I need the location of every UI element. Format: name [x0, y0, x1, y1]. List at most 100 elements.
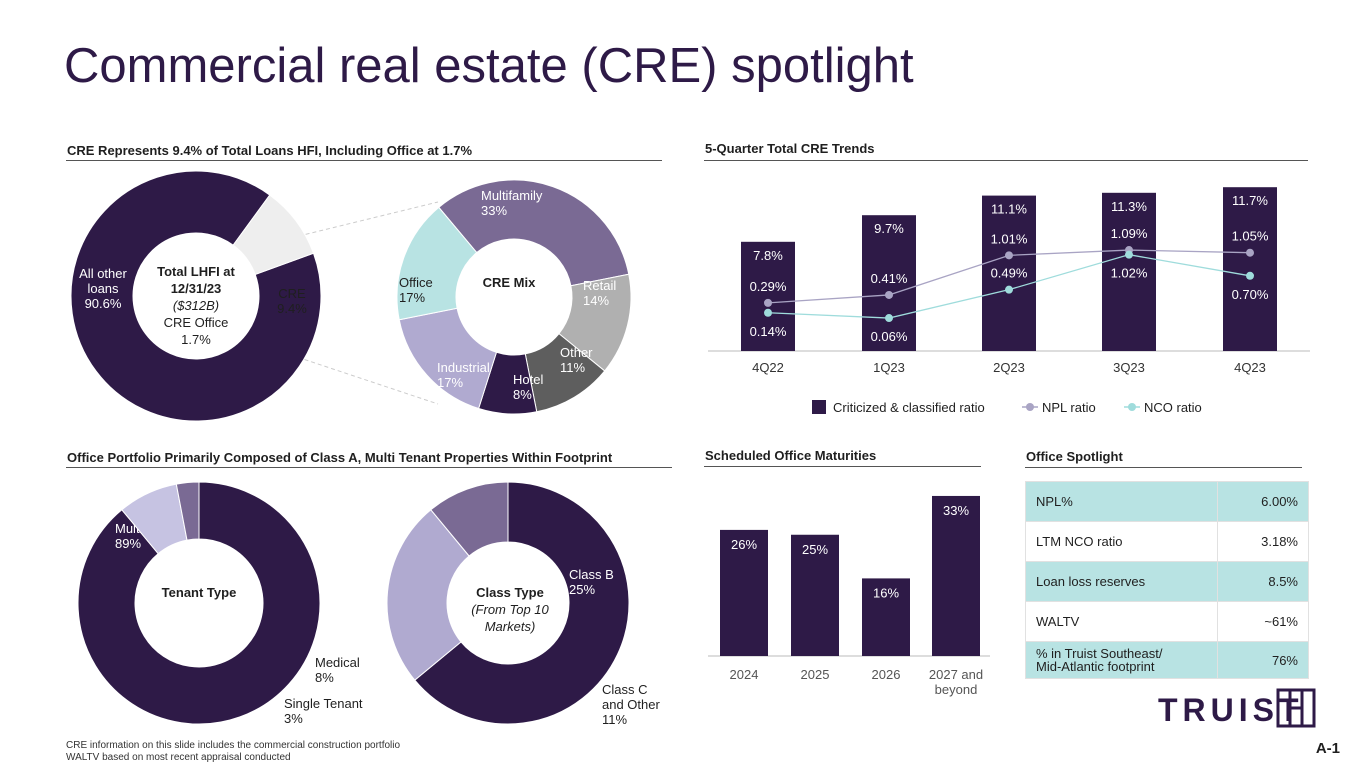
trends-point-label-2-4Q22: 0.14%	[750, 324, 787, 339]
spotlight-label: LTM NCO ratio	[1025, 521, 1218, 562]
trends-point-label-1-4Q22: 0.29%	[750, 279, 787, 294]
total-loans-label-all-other-loans: All other loans 90.6%	[79, 266, 127, 311]
trends-bar-label-1Q23: 9.7%	[874, 221, 904, 236]
section-title-spotlight: Office Spotlight	[1026, 449, 1123, 464]
footnote-1: CRE information on this slide includes t…	[66, 740, 401, 751]
cre-mix-label-retail: Retail 14%	[583, 278, 616, 308]
section-divider	[704, 160, 1308, 161]
class-type-slice-class-c-and-other	[430, 481, 509, 557]
tenant-type-slice-multi-tenant	[77, 481, 321, 725]
legend-swatch-dot-2	[1128, 403, 1136, 411]
cre-mix-label-other: Other 11%	[560, 345, 593, 375]
trends-bar-4Q23	[1223, 187, 1277, 351]
section-title-maturities: Scheduled Office Maturities	[705, 448, 877, 463]
total-loans-label-cre: CRE 9.4%	[277, 286, 307, 316]
maturities-bar-0	[720, 529, 768, 656]
maturities-bar-label-1: 25%	[802, 542, 828, 557]
truist-mark-icon	[1276, 688, 1316, 728]
maturities-x-tick-0: 2024	[730, 667, 759, 682]
maturities-bar-1	[791, 534, 839, 656]
trends-point-label-2-2Q23: 0.49%	[991, 266, 1028, 281]
cre-mix-center-label: CRE Mix	[483, 275, 537, 290]
tenant-type-label-medical: Medical 8%	[315, 655, 360, 685]
trends-point-label-1-1Q23: 0.41%	[871, 271, 908, 286]
cre-mix-slice-industrial	[398, 307, 498, 410]
spotlight-label: Loan loss reserves	[1025, 561, 1218, 602]
total-loans-center-label: Total LHFI at 12/31/23 ($312B) CRE Office 1.…	[157, 264, 235, 347]
tenant-type-slice-single-tenant	[175, 481, 200, 541]
spotlight-value: 76%	[1217, 641, 1309, 679]
cre-mix-label-multifamily: Multifamily 33%	[481, 188, 543, 218]
section-divider	[66, 160, 662, 161]
maturities-bar-label-3: 33%	[943, 503, 969, 518]
office-spotlight-table: NPL% 6.00% LTM NCO ratio 3.18% Loan loss res…	[1025, 481, 1309, 679]
section-title-loans-mix: CRE Represents 9.4% of Total Loans HFI, …	[67, 143, 472, 158]
trends-bar-2Q23	[982, 195, 1036, 351]
trends-point-2-4Q23	[1246, 271, 1254, 280]
trends-point-label-1-4Q23: 1.05%	[1232, 229, 1269, 244]
tenant-type-center-label: Tenant Type	[162, 585, 237, 600]
maturities-x-tick-3: 2027 and beyond	[929, 667, 983, 697]
legend-label-1: NPL ratio	[1042, 400, 1096, 415]
trends-point-2-1Q23	[885, 314, 893, 323]
trends-bar-label-4Q23: 11.7%	[1232, 193, 1268, 208]
cre-mix-slice-multifamily	[438, 179, 630, 287]
section-title-office-portfolio: Office Portfolio Primarily Composed of C…	[67, 450, 613, 465]
trends-point-label-2-4Q23: 0.70%	[1232, 287, 1269, 302]
spotlight-label: % in Truist Southeast/Mid-Atlantic footp…	[1025, 641, 1218, 679]
spotlight-row: Loan loss reserves 8.5%	[1025, 561, 1309, 602]
spotlight-value: 8.5%	[1217, 561, 1309, 602]
spotlight-label: NPL%	[1025, 481, 1218, 522]
trends-point-label-1-3Q23: 1.09%	[1111, 226, 1148, 241]
legend-label-0: Criticized & classified ratio	[833, 400, 985, 415]
class-type-center-label: Class Type (From Top 10 Markets)	[471, 585, 549, 634]
total-loans-slice-all-other-loans	[70, 170, 322, 422]
trends-point-2-4Q22	[764, 308, 772, 317]
trends-x-tick-3Q23: 3Q23	[1113, 360, 1145, 375]
trends-bar-label-4Q22: 7.8%	[753, 248, 783, 263]
maturities-bar-2	[862, 578, 910, 656]
maturities-bar-3	[932, 495, 980, 656]
section-title-trends: 5-Quarter Total CRE Trends	[705, 141, 875, 156]
spotlight-row: NPL% 6.00%	[1025, 481, 1309, 522]
cre-mix-label-office: Office 17%	[399, 275, 433, 305]
spotlight-row: LTM NCO ratio 3.18%	[1025, 521, 1309, 562]
class-type-slice-class-b	[386, 509, 470, 681]
cre-mix-label-hotel: Hotel 8%	[513, 372, 543, 402]
section-divider	[66, 467, 672, 468]
class-type-label-class-b: Class B 25%	[569, 567, 614, 597]
trends-point-label-1-2Q23: 1.01%	[991, 231, 1028, 246]
spotlight-value: 3.18%	[1217, 521, 1309, 562]
spotlight-row: % in Truist Southeast/Mid-Atlantic footp…	[1025, 641, 1309, 679]
trends-bar-label-2Q23: 11.1%	[991, 202, 1027, 217]
maturities-bar-label-0: 26%	[731, 537, 757, 552]
trends-point-1-4Q22	[764, 298, 772, 307]
spotlight-value: 6.00%	[1217, 481, 1309, 522]
spotlight-label: WALTV	[1025, 601, 1218, 642]
trends-point-1-2Q23	[1005, 251, 1013, 260]
page-title: Commercial real estate (CRE) spotlight	[64, 39, 914, 93]
spotlight-row: WALTV ~61%	[1025, 601, 1309, 642]
maturities-x-tick-2: 2026	[872, 667, 901, 682]
maturities-bar-label-2: 16%	[873, 585, 899, 600]
legend-label-2: NCO ratio	[1144, 400, 1202, 415]
legend-swatch-bars	[812, 400, 826, 414]
cre-mix-label-industrial: Industrial 17%	[437, 360, 490, 390]
trends-bar-label-3Q23: 11.3%	[1111, 199, 1147, 214]
trends-point-label-2-1Q23: 0.06%	[871, 329, 908, 344]
spotlight-value: ~61%	[1217, 601, 1309, 642]
trends-bar-4Q22	[741, 241, 795, 351]
trends-x-tick-4Q22: 4Q22	[752, 360, 784, 375]
trends-x-tick-4Q23: 4Q23	[1234, 360, 1266, 375]
trends-point-1-1Q23	[885, 290, 893, 299]
cre-mix-slice-office	[396, 206, 478, 321]
total-loans-slice-cre	[232, 194, 315, 276]
legend-swatch-dot-1	[1026, 403, 1034, 411]
page-number: A-1	[1315, 740, 1340, 757]
trends-bar-3Q23	[1102, 192, 1156, 351]
class-type-slice-class-a	[414, 481, 630, 725]
maturities-x-tick-1: 2025	[801, 667, 830, 682]
section-divider	[704, 466, 981, 467]
tenant-type-label-single-tenant: Single Tenant 3%	[284, 696, 363, 726]
